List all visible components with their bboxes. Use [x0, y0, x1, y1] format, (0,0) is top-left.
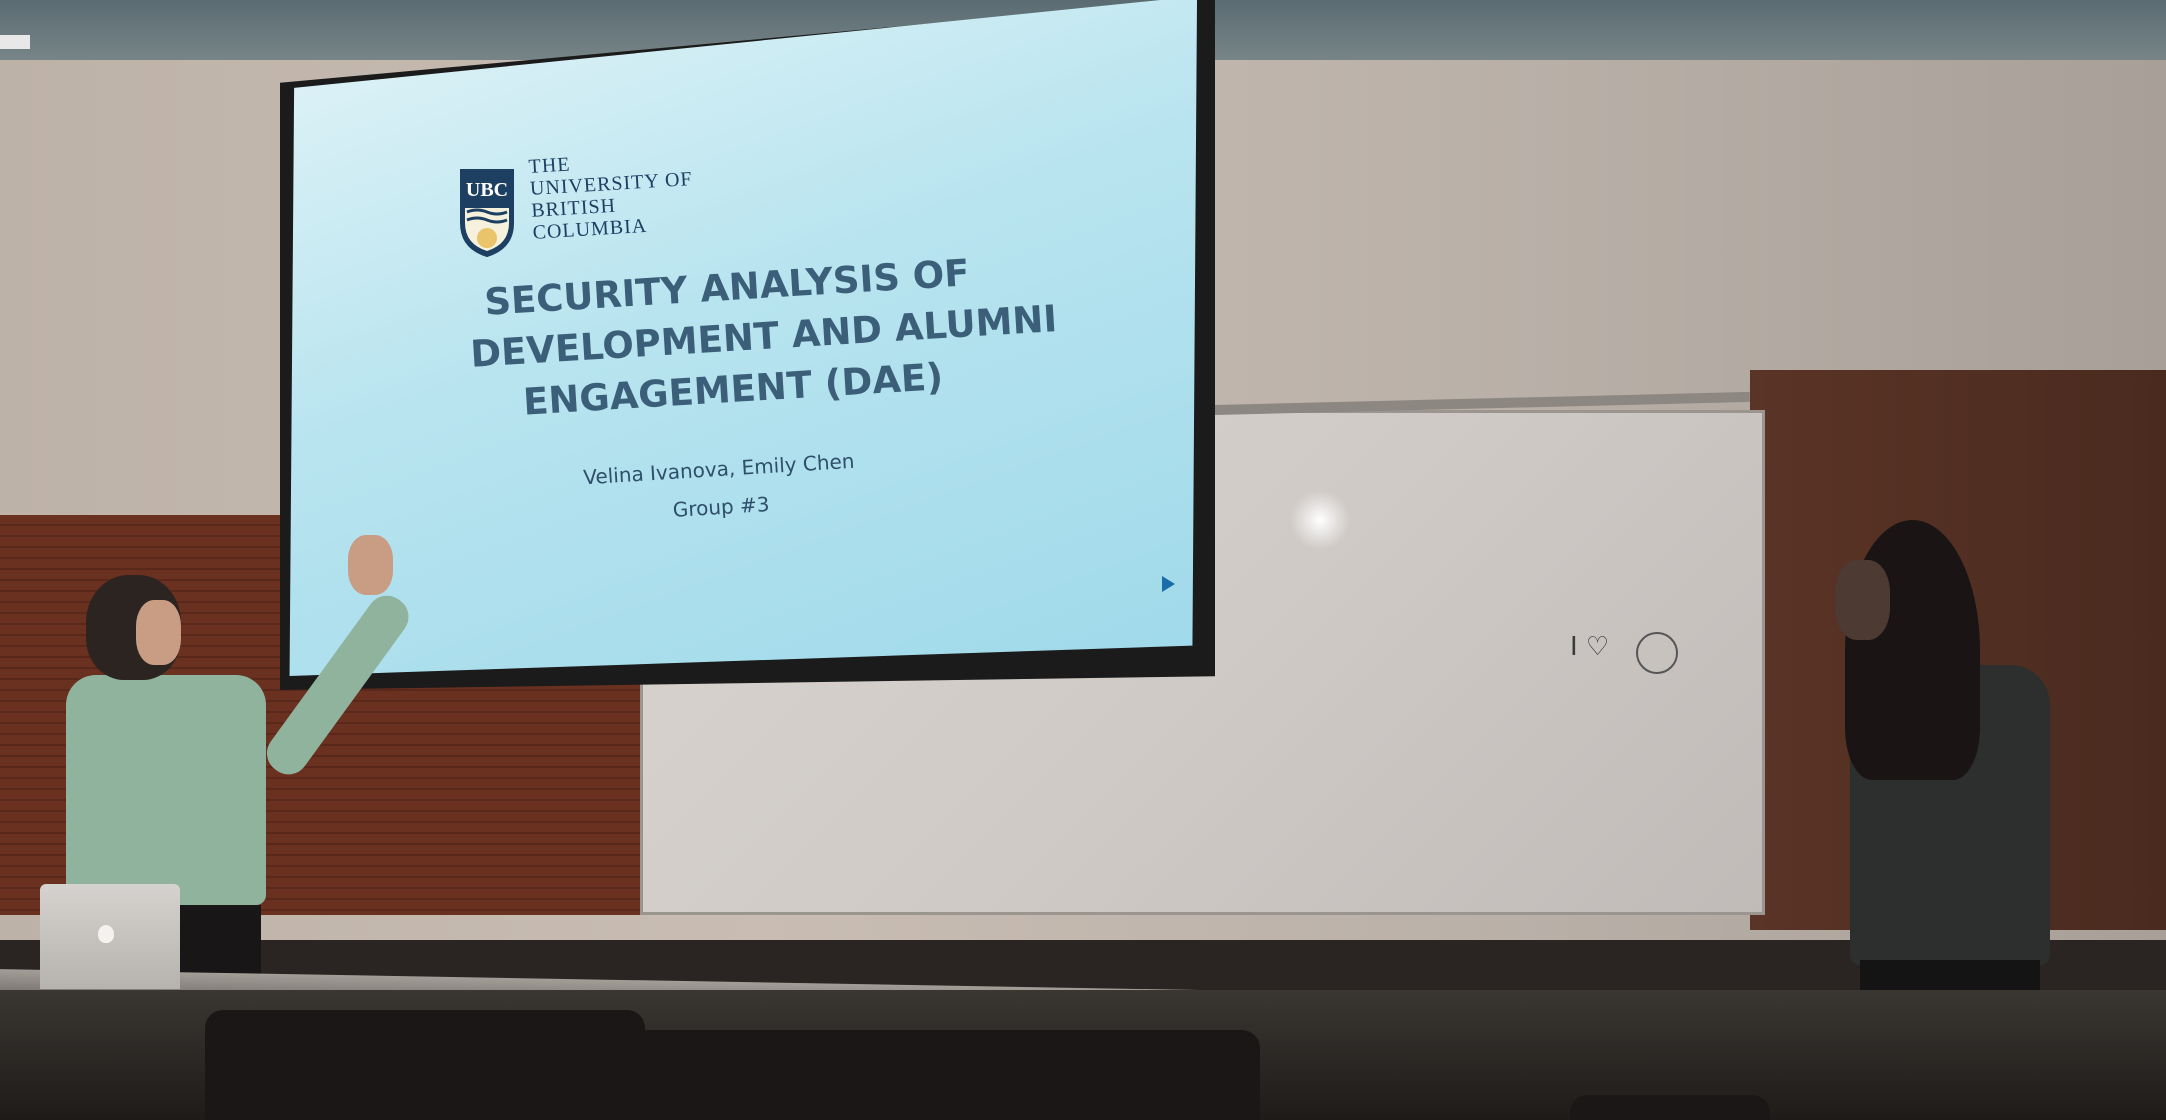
light-glare — [1290, 490, 1350, 550]
presenter-hand — [348, 535, 393, 595]
presenter-right-hair — [1845, 520, 1980, 780]
chair — [205, 1010, 645, 1120]
next-slide-arrow-icon[interactable] — [1162, 576, 1175, 592]
presenter-shirt — [66, 675, 266, 905]
presenter-right — [1830, 520, 2060, 1050]
doodle-face-icon — [1636, 632, 1678, 674]
ubc-crest-icon — [460, 169, 514, 258]
whiteboard-doodle: I ♡ — [1570, 632, 1610, 662]
apple-logo-icon — [98, 925, 114, 943]
chair — [630, 1030, 1260, 1120]
chair — [1570, 1095, 1770, 1120]
ceiling-light — [0, 35, 30, 49]
presenter-right-face — [1835, 560, 1890, 640]
ubc-logo-letters: UBC — [466, 179, 508, 201]
slide-title: SECURITY ANALYSIS OF DEVELOPMENT AND ALU… — [466, 246, 1058, 430]
projected-slide — [289, 0, 1197, 676]
university-name: THE UNIVERSITY OF BRITISH COLUMBIA — [528, 146, 696, 243]
presenter-face — [136, 600, 181, 665]
presenter-left — [66, 575, 271, 1000]
ubc-logo-text: UBC — [466, 179, 508, 201]
